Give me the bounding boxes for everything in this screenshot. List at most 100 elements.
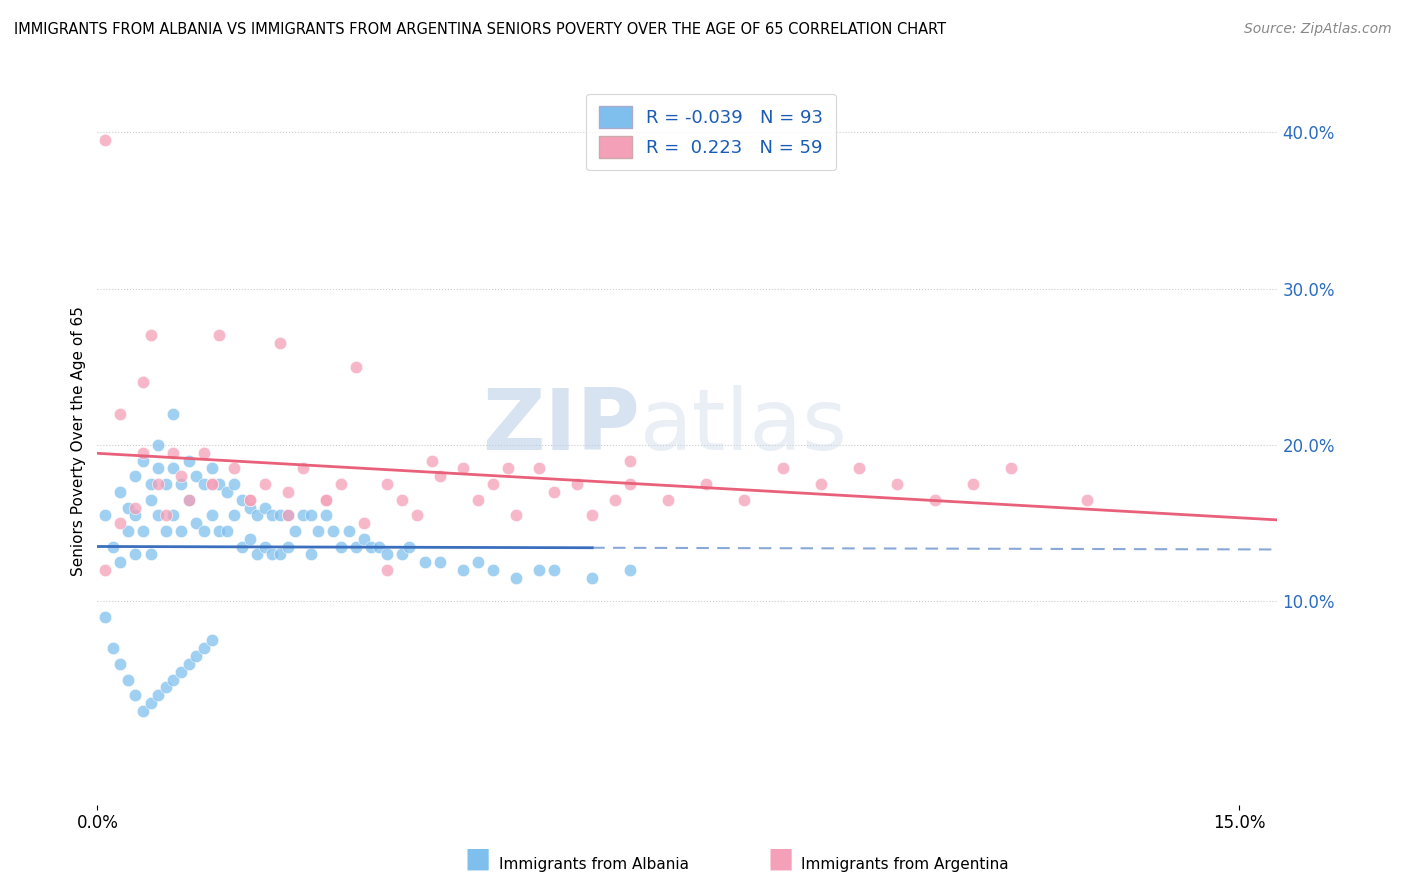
Point <box>315 508 337 523</box>
Text: Immigrants from Albania: Immigrants from Albania <box>499 857 689 872</box>
Point <box>208 524 231 538</box>
Point <box>284 524 307 538</box>
Point <box>772 461 794 475</box>
Point <box>420 453 443 467</box>
Point <box>368 540 391 554</box>
Point <box>177 492 200 507</box>
Point <box>124 688 146 702</box>
Point <box>170 665 193 679</box>
Point <box>162 673 184 687</box>
Point <box>505 571 527 585</box>
Point <box>170 469 193 483</box>
Point <box>375 548 398 562</box>
Point <box>94 610 117 624</box>
Point <box>200 508 222 523</box>
Point <box>231 540 253 554</box>
Point <box>101 540 124 554</box>
Point <box>108 407 131 421</box>
Point <box>132 524 155 538</box>
Y-axis label: Seniors Poverty Over the Age of 65: Seniors Poverty Over the Age of 65 <box>72 306 86 576</box>
Point <box>291 508 314 523</box>
Legend: R = -0.039   N = 93, R =  0.223   N = 59: R = -0.039 N = 93, R = 0.223 N = 59 <box>586 94 835 170</box>
Point <box>139 492 162 507</box>
Point <box>193 641 215 656</box>
Point <box>208 328 231 343</box>
Text: Immigrants from Argentina: Immigrants from Argentina <box>801 857 1010 872</box>
Point <box>269 508 291 523</box>
Point <box>177 657 200 671</box>
Point <box>239 492 262 507</box>
Point <box>186 469 208 483</box>
Point <box>200 461 222 475</box>
Point <box>619 453 641 467</box>
Point <box>215 484 238 499</box>
Point <box>315 492 337 507</box>
Point <box>246 508 269 523</box>
Point <box>108 484 131 499</box>
Point <box>94 563 117 577</box>
Point <box>581 508 603 523</box>
Point <box>429 555 451 569</box>
Point <box>1000 461 1022 475</box>
Point <box>299 548 322 562</box>
Point <box>177 453 200 467</box>
Point <box>200 633 222 648</box>
Text: ■: ■ <box>465 845 491 872</box>
Point <box>429 469 451 483</box>
Point <box>269 336 291 351</box>
Point <box>299 508 322 523</box>
Point <box>527 563 550 577</box>
Point <box>330 477 353 491</box>
Text: IMMIGRANTS FROM ALBANIA VS IMMIGRANTS FROM ARGENTINA SENIORS POVERTY OVER THE AG: IMMIGRANTS FROM ALBANIA VS IMMIGRANTS FR… <box>14 22 946 37</box>
Point <box>810 477 832 491</box>
Point <box>101 641 124 656</box>
Point <box>886 477 908 491</box>
Point <box>262 548 284 562</box>
Point <box>94 133 117 147</box>
Point <box>162 407 184 421</box>
Point <box>375 477 398 491</box>
Point <box>391 548 413 562</box>
Point <box>117 500 139 515</box>
Point <box>162 461 184 475</box>
Point <box>193 446 215 460</box>
Point <box>375 563 398 577</box>
Point <box>353 532 375 546</box>
Point <box>117 524 139 538</box>
Point <box>619 563 641 577</box>
Point <box>155 524 177 538</box>
Point <box>543 563 565 577</box>
Point <box>253 477 276 491</box>
Point <box>565 477 588 491</box>
Point <box>155 681 177 695</box>
Point <box>527 461 550 475</box>
Point <box>177 492 200 507</box>
Point <box>170 477 193 491</box>
Point <box>239 492 262 507</box>
Point <box>170 524 193 538</box>
Point <box>277 484 299 499</box>
Point <box>108 555 131 569</box>
Point <box>124 469 146 483</box>
Point <box>148 508 170 523</box>
Text: ■: ■ <box>768 845 793 872</box>
Point <box>413 555 436 569</box>
Point <box>224 461 246 475</box>
Point <box>246 548 269 562</box>
Point <box>231 492 253 507</box>
Point <box>239 532 262 546</box>
Point <box>657 492 679 507</box>
Point <box>451 563 474 577</box>
Point <box>330 540 353 554</box>
Point <box>581 571 603 585</box>
Point <box>262 508 284 523</box>
Point <box>353 516 375 531</box>
Point <box>398 540 420 554</box>
Point <box>505 508 527 523</box>
Point <box>148 477 170 491</box>
Point <box>962 477 984 491</box>
Point <box>406 508 429 523</box>
Point <box>148 461 170 475</box>
Point <box>186 516 208 531</box>
Point <box>344 359 367 374</box>
